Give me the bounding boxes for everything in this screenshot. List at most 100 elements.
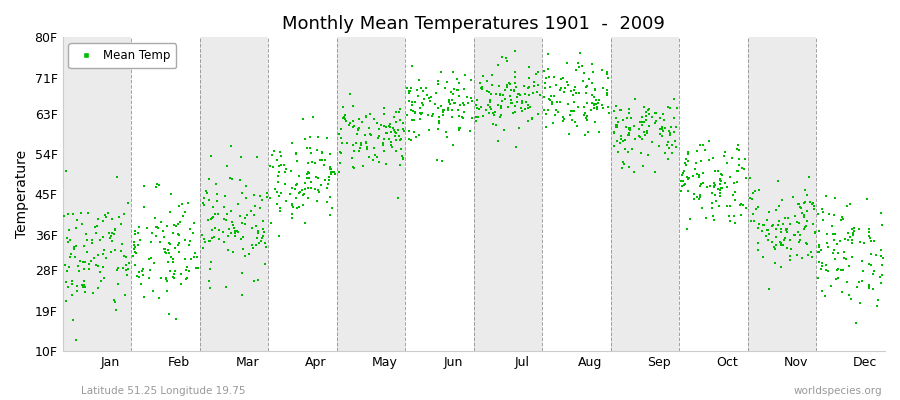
Point bbox=[639, 108, 653, 115]
Point bbox=[88, 224, 103, 231]
Point bbox=[283, 190, 297, 197]
Point bbox=[760, 236, 775, 243]
Point bbox=[432, 114, 446, 120]
Point bbox=[301, 160, 315, 166]
Point bbox=[841, 230, 855, 236]
Point bbox=[225, 176, 239, 182]
Point bbox=[645, 113, 660, 120]
Point bbox=[639, 116, 653, 123]
Point bbox=[177, 256, 192, 262]
Point bbox=[464, 77, 478, 83]
Point bbox=[628, 96, 643, 102]
Point bbox=[683, 215, 698, 222]
Point bbox=[608, 108, 622, 114]
Point bbox=[185, 230, 200, 236]
Point bbox=[392, 126, 406, 133]
Point bbox=[82, 266, 96, 272]
Point bbox=[502, 92, 517, 99]
Point bbox=[806, 206, 821, 212]
Point bbox=[610, 119, 625, 125]
Point bbox=[609, 138, 624, 144]
Point bbox=[468, 118, 482, 124]
Point bbox=[334, 150, 348, 156]
Point bbox=[195, 244, 210, 251]
Point bbox=[76, 243, 91, 250]
Point bbox=[864, 251, 878, 258]
Point bbox=[632, 126, 646, 132]
Point bbox=[522, 75, 536, 81]
Point bbox=[706, 213, 720, 219]
Point bbox=[178, 209, 193, 216]
Point bbox=[121, 272, 135, 278]
Point bbox=[268, 186, 283, 192]
Point bbox=[434, 103, 448, 110]
Point bbox=[230, 200, 245, 207]
Point bbox=[68, 254, 82, 260]
Point bbox=[128, 249, 142, 255]
Point bbox=[789, 251, 804, 258]
Point bbox=[518, 106, 533, 113]
Point bbox=[284, 139, 299, 146]
Point bbox=[751, 225, 765, 232]
Point bbox=[73, 258, 87, 264]
Point bbox=[277, 181, 292, 188]
Point bbox=[707, 168, 722, 174]
Point bbox=[802, 173, 816, 180]
Point bbox=[289, 182, 303, 188]
Point bbox=[769, 226, 783, 232]
Point bbox=[726, 213, 741, 220]
Point bbox=[67, 244, 81, 250]
Point bbox=[807, 230, 822, 236]
Point bbox=[421, 126, 436, 133]
Point bbox=[832, 249, 846, 256]
Point bbox=[522, 83, 536, 90]
Point bbox=[447, 99, 462, 106]
Point bbox=[258, 244, 273, 250]
Point bbox=[577, 70, 591, 76]
Point bbox=[491, 62, 505, 68]
Point bbox=[240, 212, 255, 218]
Point bbox=[322, 177, 337, 184]
Point bbox=[642, 123, 656, 129]
Point bbox=[565, 108, 580, 114]
Point bbox=[248, 202, 262, 209]
Point bbox=[150, 180, 165, 187]
Point bbox=[539, 111, 554, 117]
Point bbox=[315, 149, 329, 155]
Point bbox=[184, 256, 198, 262]
Point bbox=[59, 279, 74, 285]
Point bbox=[639, 112, 653, 119]
Point bbox=[245, 242, 259, 248]
Point bbox=[300, 175, 314, 182]
Point bbox=[163, 240, 177, 247]
Point bbox=[805, 201, 819, 208]
Point bbox=[787, 231, 801, 238]
Point bbox=[479, 107, 493, 113]
Point bbox=[217, 204, 231, 210]
Point bbox=[771, 203, 786, 209]
Point bbox=[144, 239, 158, 246]
Point bbox=[483, 106, 498, 112]
Point bbox=[641, 152, 655, 158]
Point bbox=[408, 99, 422, 105]
Point bbox=[641, 107, 655, 113]
Point bbox=[485, 72, 500, 78]
Point bbox=[661, 104, 675, 110]
Point bbox=[508, 109, 522, 115]
Point bbox=[845, 231, 859, 238]
Point bbox=[620, 114, 634, 121]
Point bbox=[357, 132, 372, 138]
Point bbox=[78, 231, 93, 237]
Point bbox=[363, 111, 377, 118]
Point bbox=[249, 223, 264, 229]
Point bbox=[96, 264, 111, 270]
Point bbox=[828, 231, 842, 238]
Point bbox=[436, 107, 450, 114]
Point bbox=[580, 83, 594, 89]
Point bbox=[157, 234, 171, 240]
Point bbox=[377, 111, 392, 118]
Point bbox=[141, 275, 156, 282]
Point bbox=[572, 60, 586, 66]
Point bbox=[633, 134, 647, 140]
Point bbox=[702, 138, 716, 144]
